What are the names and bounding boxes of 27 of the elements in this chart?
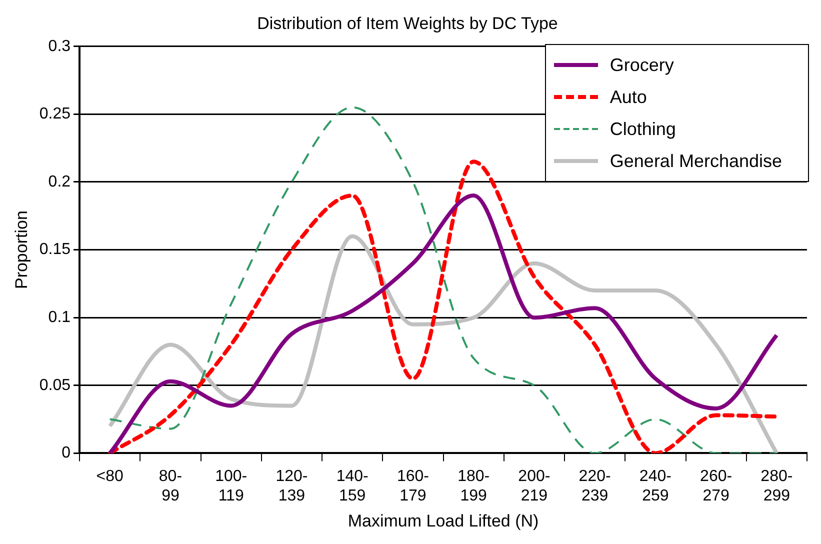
y-tick-label: 0 <box>62 444 71 462</box>
x-tick-label: 140-159 <box>336 468 368 504</box>
y-tick-label: 0.25 <box>39 106 71 123</box>
x-tick-label: 220-239 <box>578 468 611 504</box>
x-tick-label: <80 <box>96 468 124 486</box>
legend-label: General Merchandise <box>610 150 782 172</box>
y-tick-label: 0.05 <box>39 376 71 394</box>
x-axis-title: Maximum Load Lifted (N) <box>348 511 539 530</box>
legend-label: Clothing <box>610 118 676 140</box>
x-tick-label: 80-99 <box>158 468 182 504</box>
legend-label: Auto <box>610 86 647 108</box>
y-axis-title: Proportion <box>12 210 31 290</box>
x-tick-label: 280-299 <box>760 468 793 504</box>
y-tick-label: 0.1 <box>48 309 71 326</box>
x-tick-label: 100-119 <box>215 468 248 504</box>
y-tick-label: 0.3 <box>48 38 71 55</box>
legend-label: Grocery <box>610 54 674 76</box>
x-tick-label: 240-259 <box>639 468 672 504</box>
y-tick-label: 0.15 <box>39 241 71 258</box>
line-series <box>108 234 779 454</box>
chart-title: Distribution of Item Weights by DC Type <box>257 14 558 33</box>
x-tick-label: 260-279 <box>700 468 732 504</box>
x-tick-label: 120-139 <box>276 468 308 504</box>
x-tick-label: 180-199 <box>458 468 490 504</box>
x-tick-label: 200-219 <box>518 468 550 504</box>
x-tick-label: 160-179 <box>396 468 429 504</box>
y-tick-label: 0.2 <box>48 173 71 190</box>
